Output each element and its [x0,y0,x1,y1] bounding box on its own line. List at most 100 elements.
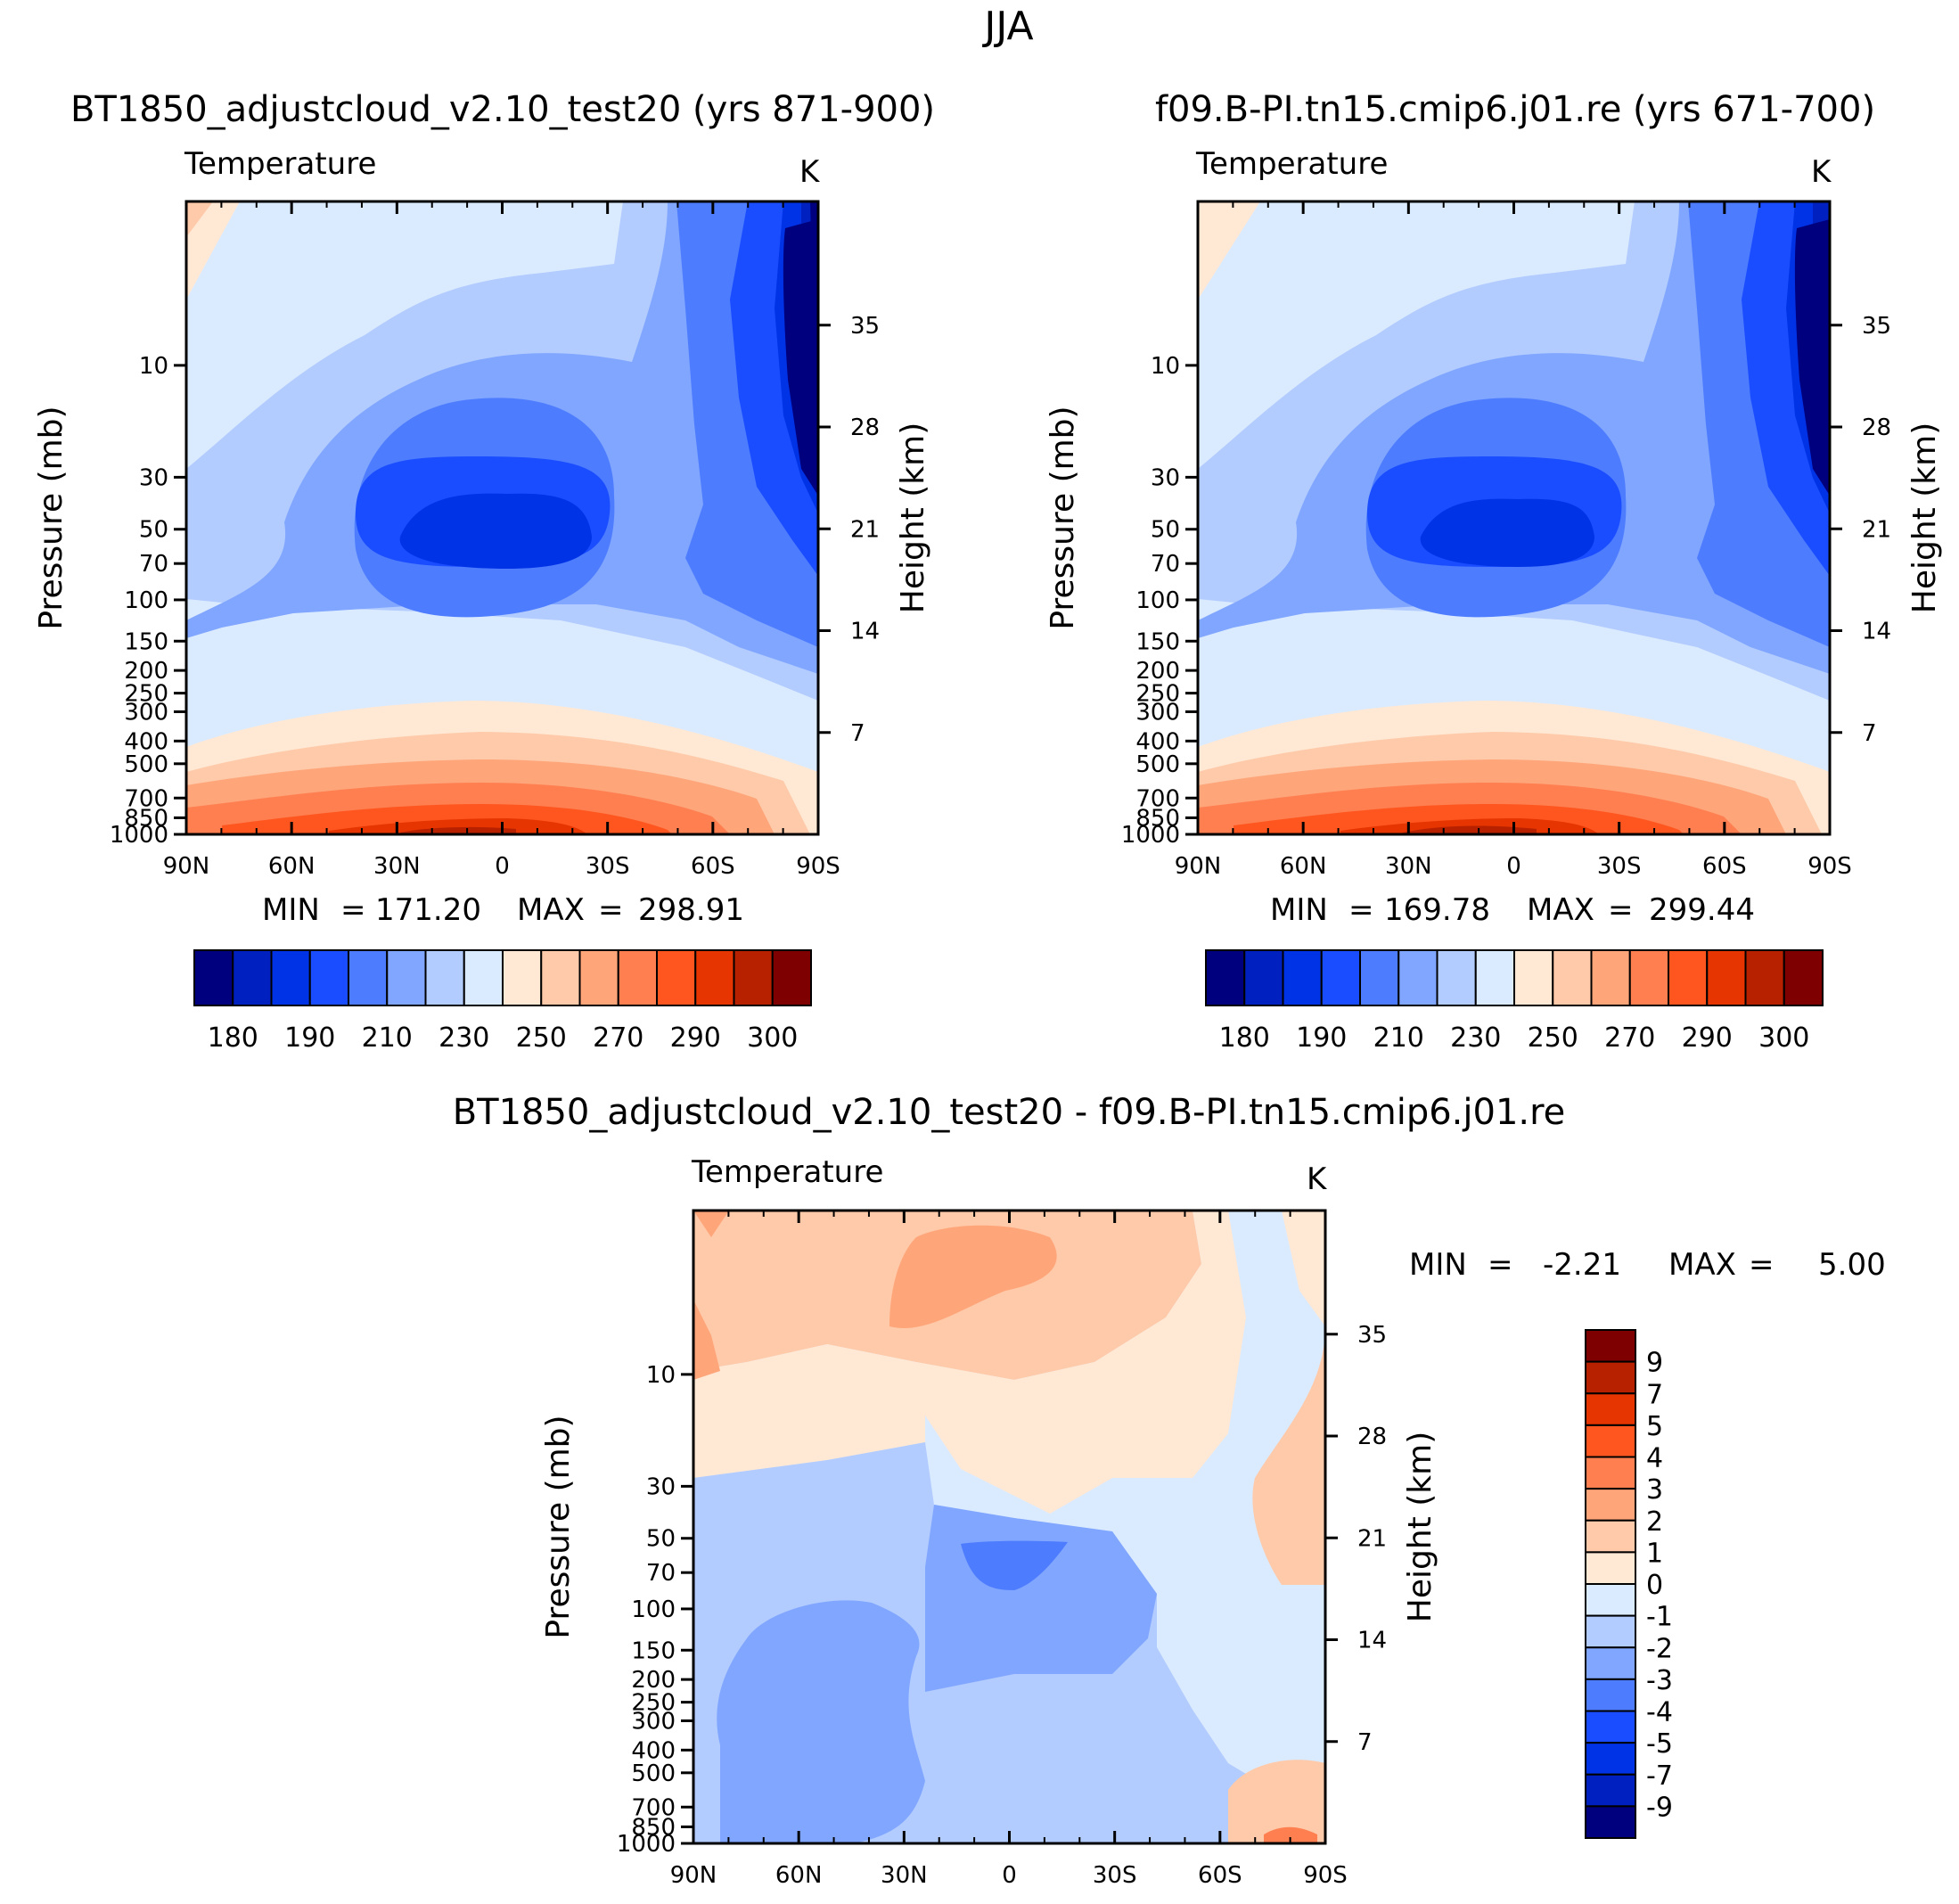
y-tick-label: 50 [1151,517,1180,544]
contour-level [186,201,810,834]
contour-level [693,1211,729,1380]
colorbar-box [1585,1678,1636,1712]
height-tick-label: 7 [1862,720,1877,747]
height-axis-title: Height (km) [1906,423,1943,613]
y-tick-label: 1000 [110,822,168,849]
colorbar-label: 9 [1646,1348,1663,1379]
y-tick-label: 30 [646,1473,676,1500]
y-tick-label: 250 [1135,681,1180,708]
colorbar-box [1585,1614,1636,1649]
y-tick-label: 30 [139,464,168,491]
contour-level [961,1540,1068,1590]
x-tick-label: 30N [881,1862,928,1889]
stats-max-label: MAX [1668,1247,1736,1283]
y-tick-label: 10 [139,353,168,380]
colorbar-box [1585,1742,1636,1776]
contour-field [693,1211,1325,1843]
height-tick-label: 35 [1357,1322,1387,1349]
y-tick-label: 70 [139,551,168,578]
y-tick-label: 400 [124,728,168,755]
x-tick-label: 90S [796,853,840,880]
colorbar-label: 4 [1646,1443,1663,1474]
colorbar-box [1205,949,1246,1006]
stats-min-label: MIN [1270,892,1328,928]
height-axis-title: Height (km) [895,423,931,613]
colorbar-box [424,949,465,1006]
y-tick-label: 700 [631,1794,676,1821]
colorbar-label: 290 [670,1022,721,1054]
x-tick-label: 60S [691,853,735,880]
colorbar-box [1243,949,1284,1006]
colorbar-box [193,949,234,1006]
colorbar-label: 210 [1373,1022,1424,1054]
stats-min-label: MIN [1409,1247,1467,1283]
x-tick-label: 30N [373,853,421,880]
colorbar-label: 290 [1682,1022,1733,1054]
colorbar-box [308,949,349,1006]
colorbar-box [1744,949,1785,1006]
colorbar-box [1320,949,1361,1006]
stats-min-value: 169.78 [1384,892,1490,928]
colorbar-box [1585,1329,1636,1363]
height-tick-label: 28 [1862,414,1891,441]
y-tick-label: 500 [631,1760,676,1787]
x-tick-label: 60N [775,1862,823,1889]
colorbar-label: 5 [1646,1411,1663,1442]
x-tick-label: 0 [1506,853,1521,880]
colorbar-box [232,949,273,1006]
y-tick-label: 700 [1135,785,1180,812]
x-tick-label: 30N [1385,853,1432,880]
y-tick-label: 1000 [1121,822,1180,849]
colorbar-label: 190 [1296,1022,1347,1054]
colorbar-box [1590,949,1631,1006]
y-tick-label: 700 [124,785,168,812]
panel-title: BT1850_adjustcloud_v2.10_test20 (yrs 871… [70,89,935,130]
colorbar-box [1585,1773,1636,1808]
contour-level [1264,1826,1317,1843]
colorbar-label: 250 [516,1022,567,1054]
contour-level [1403,825,1537,834]
y-tick-label: 400 [631,1737,676,1764]
x-tick-label: 0 [1002,1862,1017,1889]
y-tick-label: 100 [631,1596,676,1623]
height-tick-label: 28 [1357,1424,1387,1450]
colorbar-box [1585,1456,1636,1490]
y-axis-title: Pressure (mb) [1045,406,1081,629]
x-tick-label: 60S [1198,1862,1242,1889]
contour-level [783,219,818,496]
season-title: JJA [981,4,1033,49]
stats-max-label: MAX [517,892,585,928]
colorbar-label: -3 [1646,1665,1673,1696]
colorbar-label: 0 [1646,1570,1663,1601]
contour-level [399,493,592,569]
colorbar-label: 230 [1450,1022,1501,1054]
colorbar-box [1282,949,1323,1006]
colorbar-box [694,949,735,1006]
colorbar-box [1585,1583,1636,1617]
y-tick-label: 300 [124,699,168,726]
y-tick-label: 50 [646,1526,676,1553]
stats-max-value: 299.44 [1649,892,1755,928]
x-tick-label: 60S [1702,853,1747,880]
colorbar-label: -2 [1646,1633,1673,1664]
x-tick-label: 30S [1597,853,1642,880]
colorbar-box [1513,949,1554,1006]
colorbar-label: 230 [439,1022,489,1054]
stats-equals: = [598,892,624,928]
colorbar-box [1585,1519,1636,1554]
colorbar-label: 210 [362,1022,413,1054]
stats-equals: = [1749,1247,1775,1283]
y-tick-label: 70 [646,1560,676,1587]
colorbar-box [1585,1805,1636,1839]
height-tick-label: 21 [1357,1525,1387,1552]
colorbar-box [1585,1488,1636,1522]
panel-test20: BT1850_adjustcloud_v2.10_test20 (yrs 871… [33,89,935,1054]
panel-title: BT1850_adjustcloud_v2.10_test20 - f09.B-… [453,1092,1566,1133]
colorbar-box [1436,949,1477,1006]
height-tick-label: 14 [1862,619,1891,645]
y-tick-label: 500 [1135,751,1180,778]
y-tick-label: 10 [1151,353,1180,380]
colorbar-box [502,949,543,1006]
